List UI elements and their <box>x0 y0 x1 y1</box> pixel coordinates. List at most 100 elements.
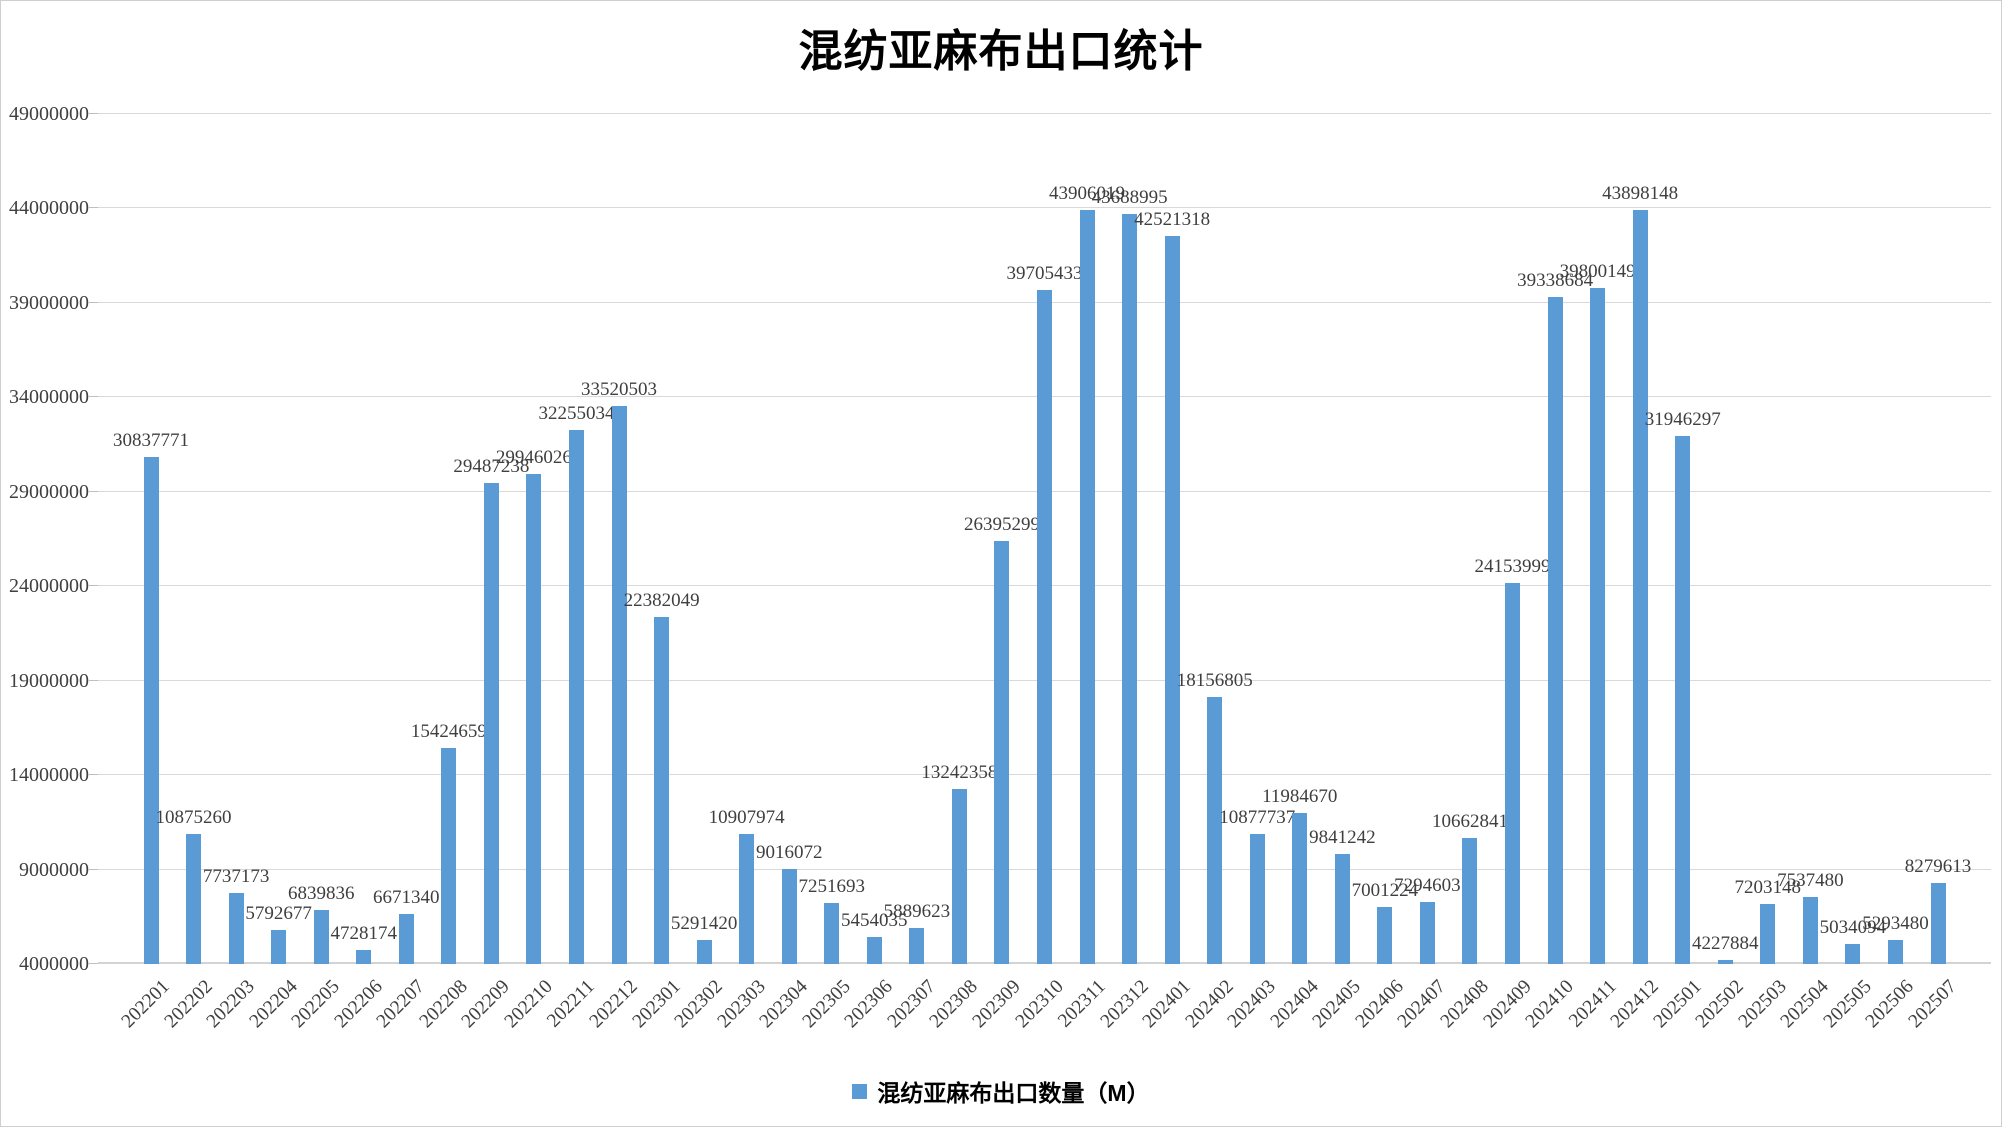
y-axis-label-9000000: 9000000 <box>19 858 89 881</box>
bar-value-label-202407: 7294603 <box>1394 874 1461 896</box>
bar-value-label-202406: 7001224 <box>1351 880 1419 902</box>
y-axis-label-4000000: 4000000 <box>19 953 89 975</box>
bar-202401 <box>1164 236 1180 964</box>
bar-202207 <box>398 913 414 964</box>
bar-202502 <box>1717 959 1733 964</box>
y-axis-label-44000000: 44000000 <box>9 197 89 220</box>
y-tick-mark <box>89 774 98 776</box>
bar-202411 <box>1590 287 1606 964</box>
bar-202212 <box>611 406 627 964</box>
bar-202409 <box>1505 583 1521 964</box>
plot-area: 30837771 10875260 7737173 5792677 6839836 472… <box>89 113 1991 964</box>
bar-202406 <box>1377 907 1393 964</box>
legend: 混纺亚麻布出口数量（M） <box>1 1074 2001 1108</box>
bar-202202 <box>186 834 202 964</box>
bar-202201 <box>143 457 159 964</box>
y-tick-mark <box>89 396 98 398</box>
bar-202501 <box>1675 436 1691 964</box>
bar-202403 <box>1249 834 1265 964</box>
y-axis-label-19000000: 19000000 <box>9 669 89 692</box>
y-tick-mark <box>89 679 98 681</box>
bar-202210 <box>526 473 542 964</box>
y-tick-mark <box>89 490 98 492</box>
gridline-49000000 <box>98 113 1991 114</box>
y-axis-label-14000000: 14000000 <box>9 764 89 787</box>
bar-value-label-202504: 7537480 <box>1777 870 1844 892</box>
bar-value-label-202302: 5291420 <box>670 912 738 934</box>
y-axis-label-29000000: 29000000 <box>9 480 89 503</box>
bar-202504 <box>1802 897 1818 964</box>
bar-value-label-202403: 10877737 <box>1219 807 1296 829</box>
bar-202312 <box>1122 214 1138 964</box>
bar-value-label-202405: 9841242 <box>1309 826 1376 848</box>
bar-value-label-202201: 30837771 <box>113 430 189 452</box>
bar-202505 <box>1845 944 1861 964</box>
bar-202301 <box>654 616 670 964</box>
bar-value-label-202404: 11984670 <box>1262 786 1338 808</box>
y-tick-mark <box>89 868 98 870</box>
bar-202412 <box>1632 210 1648 964</box>
bar-202507 <box>1930 883 1946 964</box>
bar-value-label-202308: 13242358 <box>921 762 998 784</box>
bar-value-label-202312: 43688995 <box>1091 187 1168 209</box>
bar-202211 <box>568 430 584 964</box>
bar-value-label-202303: 10907974 <box>708 806 785 828</box>
y-tick-mark <box>89 113 98 114</box>
bar-value-label-202402: 18156805 <box>1176 669 1253 691</box>
bar-202307 <box>909 928 925 964</box>
bar-202503 <box>1760 903 1776 964</box>
bar-value-label-202411: 39800149 <box>1559 260 1636 282</box>
bar-value-label-202206: 4728174 <box>330 923 397 945</box>
bar-value-label-202307: 5889623 <box>883 901 951 923</box>
y-axis-label-34000000: 34000000 <box>9 386 89 409</box>
bar-value-label-202204: 5792677 <box>245 903 312 925</box>
bar-value-label-202409: 24153999 <box>1474 556 1551 578</box>
y-tick-mark <box>89 301 98 303</box>
bar-202310 <box>1037 289 1052 964</box>
bar-202206 <box>356 950 372 964</box>
bar-value-label-202503: 7203148 <box>1734 876 1802 898</box>
y-tick-mark <box>89 585 98 587</box>
bar-value-label-202205: 6839836 <box>287 883 355 905</box>
bar-value-label-202212: 33520503 <box>581 379 658 401</box>
y-tick-mark <box>89 207 98 209</box>
bar-value-label-202211: 32255034 <box>538 403 615 425</box>
bar-value-label-202301: 22382049 <box>623 589 700 611</box>
y-axis-label-24000000: 24000000 <box>9 575 89 598</box>
bar-value-label-202208: 15424659 <box>410 721 487 743</box>
y-tick-mark <box>89 963 98 964</box>
bar-202203 <box>228 893 244 964</box>
bar-value-label-202507: 8279613 <box>1904 856 1972 878</box>
bar-202209 <box>483 482 499 964</box>
bar-value-label-202309: 26395299 <box>963 513 1040 535</box>
bar-202408 <box>1462 838 1478 964</box>
bar-202205 <box>313 910 329 964</box>
bar-202304 <box>781 869 797 964</box>
bar-202506 <box>1887 939 1903 964</box>
bar-202308 <box>951 789 967 964</box>
bar-202410 <box>1547 296 1563 964</box>
bar-value-label-202210: 29946026 <box>495 446 572 468</box>
bar-value-label-202304: 9016072 <box>755 842 823 864</box>
legend-square-icon <box>852 1083 868 1099</box>
y-axis-label-49000000: 49000000 <box>9 103 89 125</box>
bar-202305 <box>824 902 840 964</box>
gridline-44000000 <box>98 207 1991 209</box>
bar-value-label-202209: 29487238 <box>453 455 530 477</box>
bar-202306 <box>866 936 882 964</box>
bar-value-label-202305: 7251693 <box>798 875 866 897</box>
bar-value-label-202501: 31946297 <box>1644 409 1721 431</box>
bar-value-label-202203: 7737173 <box>202 866 270 888</box>
bar-value-label-202202: 10875260 <box>155 807 232 829</box>
chart-title: 混纺亚麻布出口统计 <box>798 27 1204 76</box>
bar-value-label-202207: 6671340 <box>373 886 440 908</box>
y-axis-label-39000000: 39000000 <box>9 291 89 314</box>
legend-label: 混纺亚麻布出口数量（M） <box>877 1080 1150 1106</box>
bar-value-label-202408: 10662841 <box>1431 811 1508 833</box>
bar-202402 <box>1207 696 1223 964</box>
bar-202309 <box>994 540 1010 964</box>
bar-value-label-202306: 5454035 <box>841 909 908 931</box>
bar-value-label-202310: 39705433 <box>1006 262 1083 284</box>
bar-202407 <box>1419 901 1435 964</box>
